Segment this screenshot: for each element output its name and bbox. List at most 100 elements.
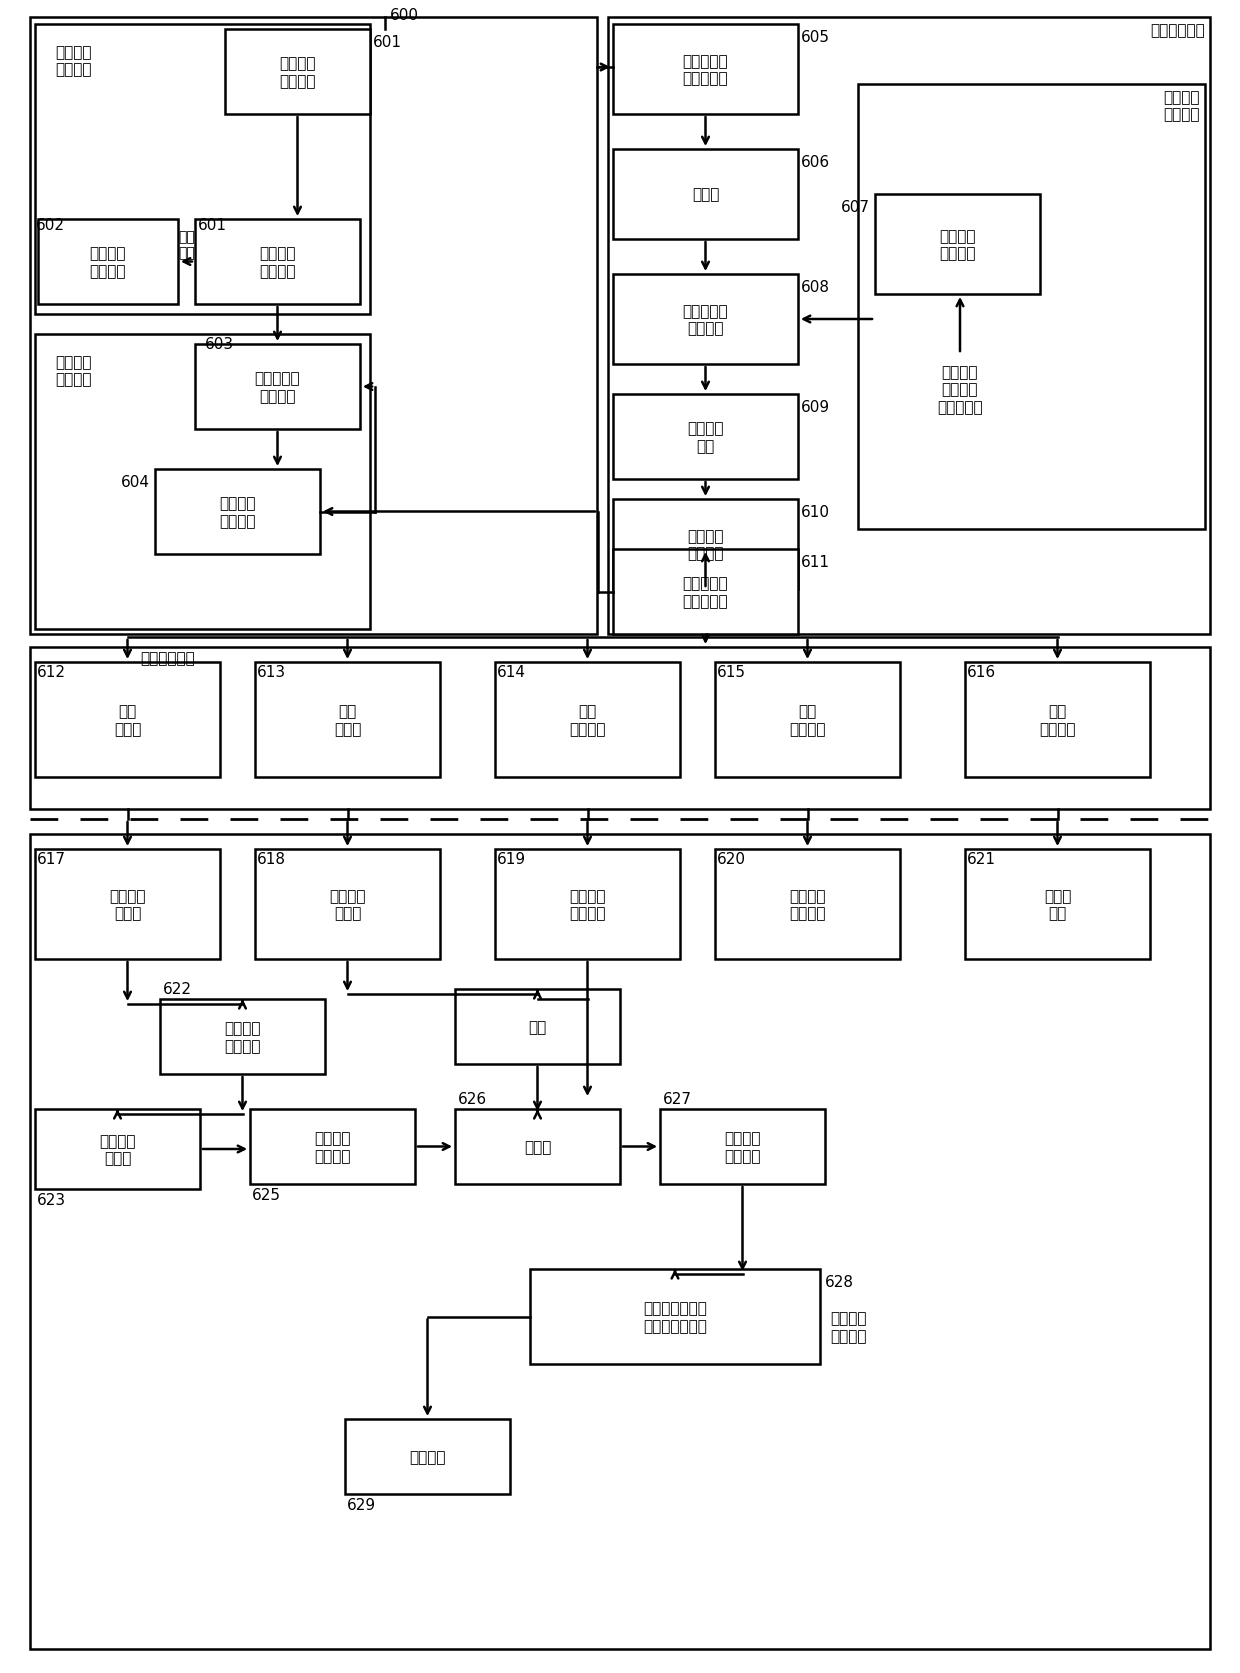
- Text: 货车等待
下月台: 货车等待 下月台: [99, 1133, 135, 1166]
- Text: 二値化: 二値化: [692, 187, 719, 202]
- Text: 背景迭代
计数重置: 背景迭代 计数重置: [219, 495, 255, 529]
- Text: 监控探头
参数调整
后重新划定: 监控探头 参数调整 后重新划定: [937, 365, 983, 415]
- Text: 占道: 占道: [528, 1019, 547, 1034]
- Text: 600: 600: [391, 8, 419, 23]
- Bar: [608, 18, 1210, 634]
- Bar: [35, 25, 370, 315]
- Text: 607: 607: [841, 199, 870, 214]
- Text: 有人员
移动: 有人员 移动: [1044, 888, 1071, 920]
- Text: 604: 604: [122, 475, 150, 490]
- Text: 定期采集
一帧图像: 定期采集 一帧图像: [279, 57, 316, 89]
- Text: 移动类型检测: 移动类型检测: [140, 651, 195, 666]
- Text: 运动区域检测: 运动区域检测: [1151, 23, 1205, 38]
- Bar: [160, 999, 325, 1074]
- Bar: [613, 25, 799, 115]
- Text: 622: 622: [162, 982, 192, 997]
- Text: 621: 621: [967, 852, 996, 867]
- Text: 615: 615: [717, 664, 746, 679]
- Text: 618: 618: [257, 852, 286, 867]
- Bar: [38, 219, 179, 304]
- Text: 按下倒车
申请按键: 按下倒车 申请按键: [314, 1131, 351, 1163]
- Text: 608: 608: [801, 279, 830, 294]
- Text: 发送禁止
倒车信息: 发送禁止 倒车信息: [224, 1021, 260, 1052]
- Bar: [613, 500, 799, 589]
- Text: 货车
侧方启动: 货车 侧方启动: [789, 704, 826, 736]
- Text: 625: 625: [252, 1188, 281, 1203]
- Text: 切换人工
调度模式: 切换人工 调度模式: [89, 246, 126, 278]
- Bar: [495, 850, 680, 959]
- Text: 货车正在
侧方停车: 货车正在 侧方停车: [569, 888, 606, 920]
- Text: 人员
移动类型: 人员 移动类型: [1039, 704, 1076, 736]
- Text: 610: 610: [801, 505, 830, 520]
- Bar: [155, 470, 320, 555]
- Bar: [858, 85, 1205, 530]
- Bar: [455, 989, 620, 1064]
- Bar: [35, 850, 219, 959]
- Bar: [35, 663, 219, 778]
- Bar: [529, 1270, 820, 1363]
- Text: 601: 601: [373, 35, 402, 50]
- Bar: [30, 647, 1210, 810]
- Text: 620: 620: [717, 852, 746, 867]
- Bar: [613, 395, 799, 480]
- Text: 禁止通行: 禁止通行: [409, 1449, 445, 1464]
- Text: 货车正在
上月台: 货车正在 上月台: [109, 888, 146, 920]
- Text: 619: 619: [497, 852, 526, 867]
- Text: 计算运动
区域面积: 计算运动 区域面积: [687, 529, 724, 560]
- Text: 614: 614: [497, 664, 526, 679]
- Text: 629: 629: [347, 1497, 376, 1512]
- Bar: [613, 151, 799, 239]
- Bar: [455, 1109, 620, 1184]
- Text: 改变进入信号灯
直道信号灯灯次: 改变进入信号灯 直道信号灯灯次: [644, 1300, 707, 1333]
- Text: 剥除非通道
区域像素: 剥除非通道 区域像素: [683, 303, 728, 336]
- Bar: [224, 30, 370, 115]
- Bar: [965, 850, 1149, 959]
- Text: 货车
侧方停车: 货车 侧方停车: [569, 704, 606, 736]
- Bar: [250, 1109, 415, 1184]
- Bar: [35, 335, 370, 629]
- Bar: [715, 663, 900, 778]
- Bar: [345, 1419, 510, 1494]
- Bar: [715, 850, 900, 959]
- Bar: [613, 550, 799, 634]
- Bar: [195, 345, 360, 430]
- Bar: [255, 850, 440, 959]
- Text: 货车正在
下月台: 货车正在 下月台: [330, 888, 366, 920]
- Text: 货车
下月台: 货车 下月台: [334, 704, 361, 736]
- Text: 过亮
过暗: 过亮 过暗: [179, 231, 195, 261]
- Text: 背景差法检
测运动区域: 背景差法检 测运动区域: [683, 54, 728, 85]
- Text: 货车正在
侧方启动: 货车正在 侧方启动: [789, 888, 826, 920]
- Bar: [613, 274, 799, 365]
- Text: 货车
上月台: 货车 上月台: [114, 704, 141, 736]
- Bar: [30, 835, 1210, 1650]
- Text: 未占道: 未占道: [523, 1139, 552, 1154]
- Bar: [660, 1109, 825, 1184]
- Text: 612: 612: [37, 664, 66, 679]
- Text: 606: 606: [801, 156, 830, 171]
- Text: 迭代法背景
图像建模: 迭代法背景 图像建模: [254, 371, 300, 403]
- Bar: [495, 663, 680, 778]
- Text: 626: 626: [458, 1091, 487, 1106]
- Bar: [255, 663, 440, 778]
- Text: 车行通道
区域检测: 车行通道 区域检测: [1163, 90, 1200, 122]
- Text: 611: 611: [801, 555, 830, 570]
- Text: 605: 605: [801, 30, 830, 45]
- Text: 车行通道
冲突消解: 车行通道 冲突消解: [830, 1310, 867, 1343]
- Bar: [35, 1109, 200, 1190]
- Text: 室外环境
亮度检测: 室外环境 亮度检测: [55, 45, 92, 77]
- Text: 601: 601: [198, 217, 227, 233]
- Text: 609: 609: [801, 400, 830, 415]
- Text: 616: 616: [967, 664, 996, 679]
- Text: 603: 603: [205, 336, 234, 351]
- Text: 计算总体
亮度均値: 计算总体 亮度均値: [259, 246, 296, 278]
- Text: 车型通道
区域勾勒: 车型通道 区域勾勒: [939, 229, 976, 261]
- Text: 617: 617: [37, 852, 66, 867]
- Bar: [195, 219, 360, 304]
- Bar: [30, 18, 596, 634]
- Text: 监控背景
图像提取: 监控背景 图像提取: [55, 355, 92, 386]
- Text: 运动区域
融合: 运动区域 融合: [687, 422, 724, 453]
- Text: 628: 628: [825, 1275, 854, 1290]
- Bar: [875, 194, 1040, 294]
- Text: 627: 627: [663, 1091, 692, 1106]
- Bar: [965, 663, 1149, 778]
